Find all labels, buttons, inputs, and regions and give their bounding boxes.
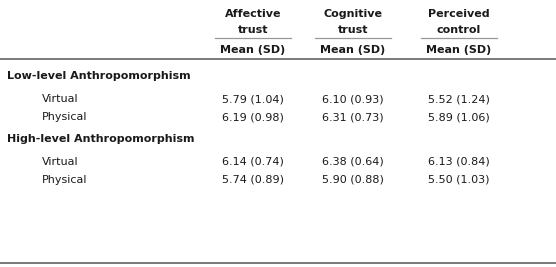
Text: 6.13 (0.84): 6.13 (0.84) bbox=[428, 157, 490, 167]
Text: Cognitive: Cognitive bbox=[324, 9, 383, 19]
Text: 5.74 (0.89): 5.74 (0.89) bbox=[222, 175, 284, 185]
Text: 5.79 (1.04): 5.79 (1.04) bbox=[222, 94, 284, 104]
Text: trust: trust bbox=[338, 25, 368, 35]
Text: 5.90 (0.88): 5.90 (0.88) bbox=[322, 175, 384, 185]
Text: 5.89 (1.06): 5.89 (1.06) bbox=[428, 112, 490, 122]
Text: 6.31 (0.73): 6.31 (0.73) bbox=[322, 112, 384, 122]
Text: Virtual: Virtual bbox=[42, 157, 78, 167]
Text: Mean (SD): Mean (SD) bbox=[320, 45, 386, 55]
Text: Mean (SD): Mean (SD) bbox=[220, 45, 286, 55]
Text: Physical: Physical bbox=[42, 175, 87, 185]
Text: Perceived: Perceived bbox=[428, 9, 489, 19]
Text: High-level Anthropomorphism: High-level Anthropomorphism bbox=[7, 134, 194, 144]
Text: trust: trust bbox=[238, 25, 268, 35]
Text: Low-level Anthropomorphism: Low-level Anthropomorphism bbox=[7, 71, 190, 81]
Text: 6.10 (0.93): 6.10 (0.93) bbox=[322, 94, 384, 104]
Text: 5.50 (1.03): 5.50 (1.03) bbox=[428, 175, 489, 185]
Text: Physical: Physical bbox=[42, 112, 87, 122]
Text: 6.14 (0.74): 6.14 (0.74) bbox=[222, 157, 284, 167]
Text: Affective: Affective bbox=[225, 9, 281, 19]
Text: Virtual: Virtual bbox=[42, 94, 78, 104]
Text: 6.19 (0.98): 6.19 (0.98) bbox=[222, 112, 284, 122]
Text: 5.52 (1.24): 5.52 (1.24) bbox=[428, 94, 490, 104]
Text: 6.38 (0.64): 6.38 (0.64) bbox=[322, 157, 384, 167]
Text: Mean (SD): Mean (SD) bbox=[426, 45, 492, 55]
Text: control: control bbox=[436, 25, 481, 35]
